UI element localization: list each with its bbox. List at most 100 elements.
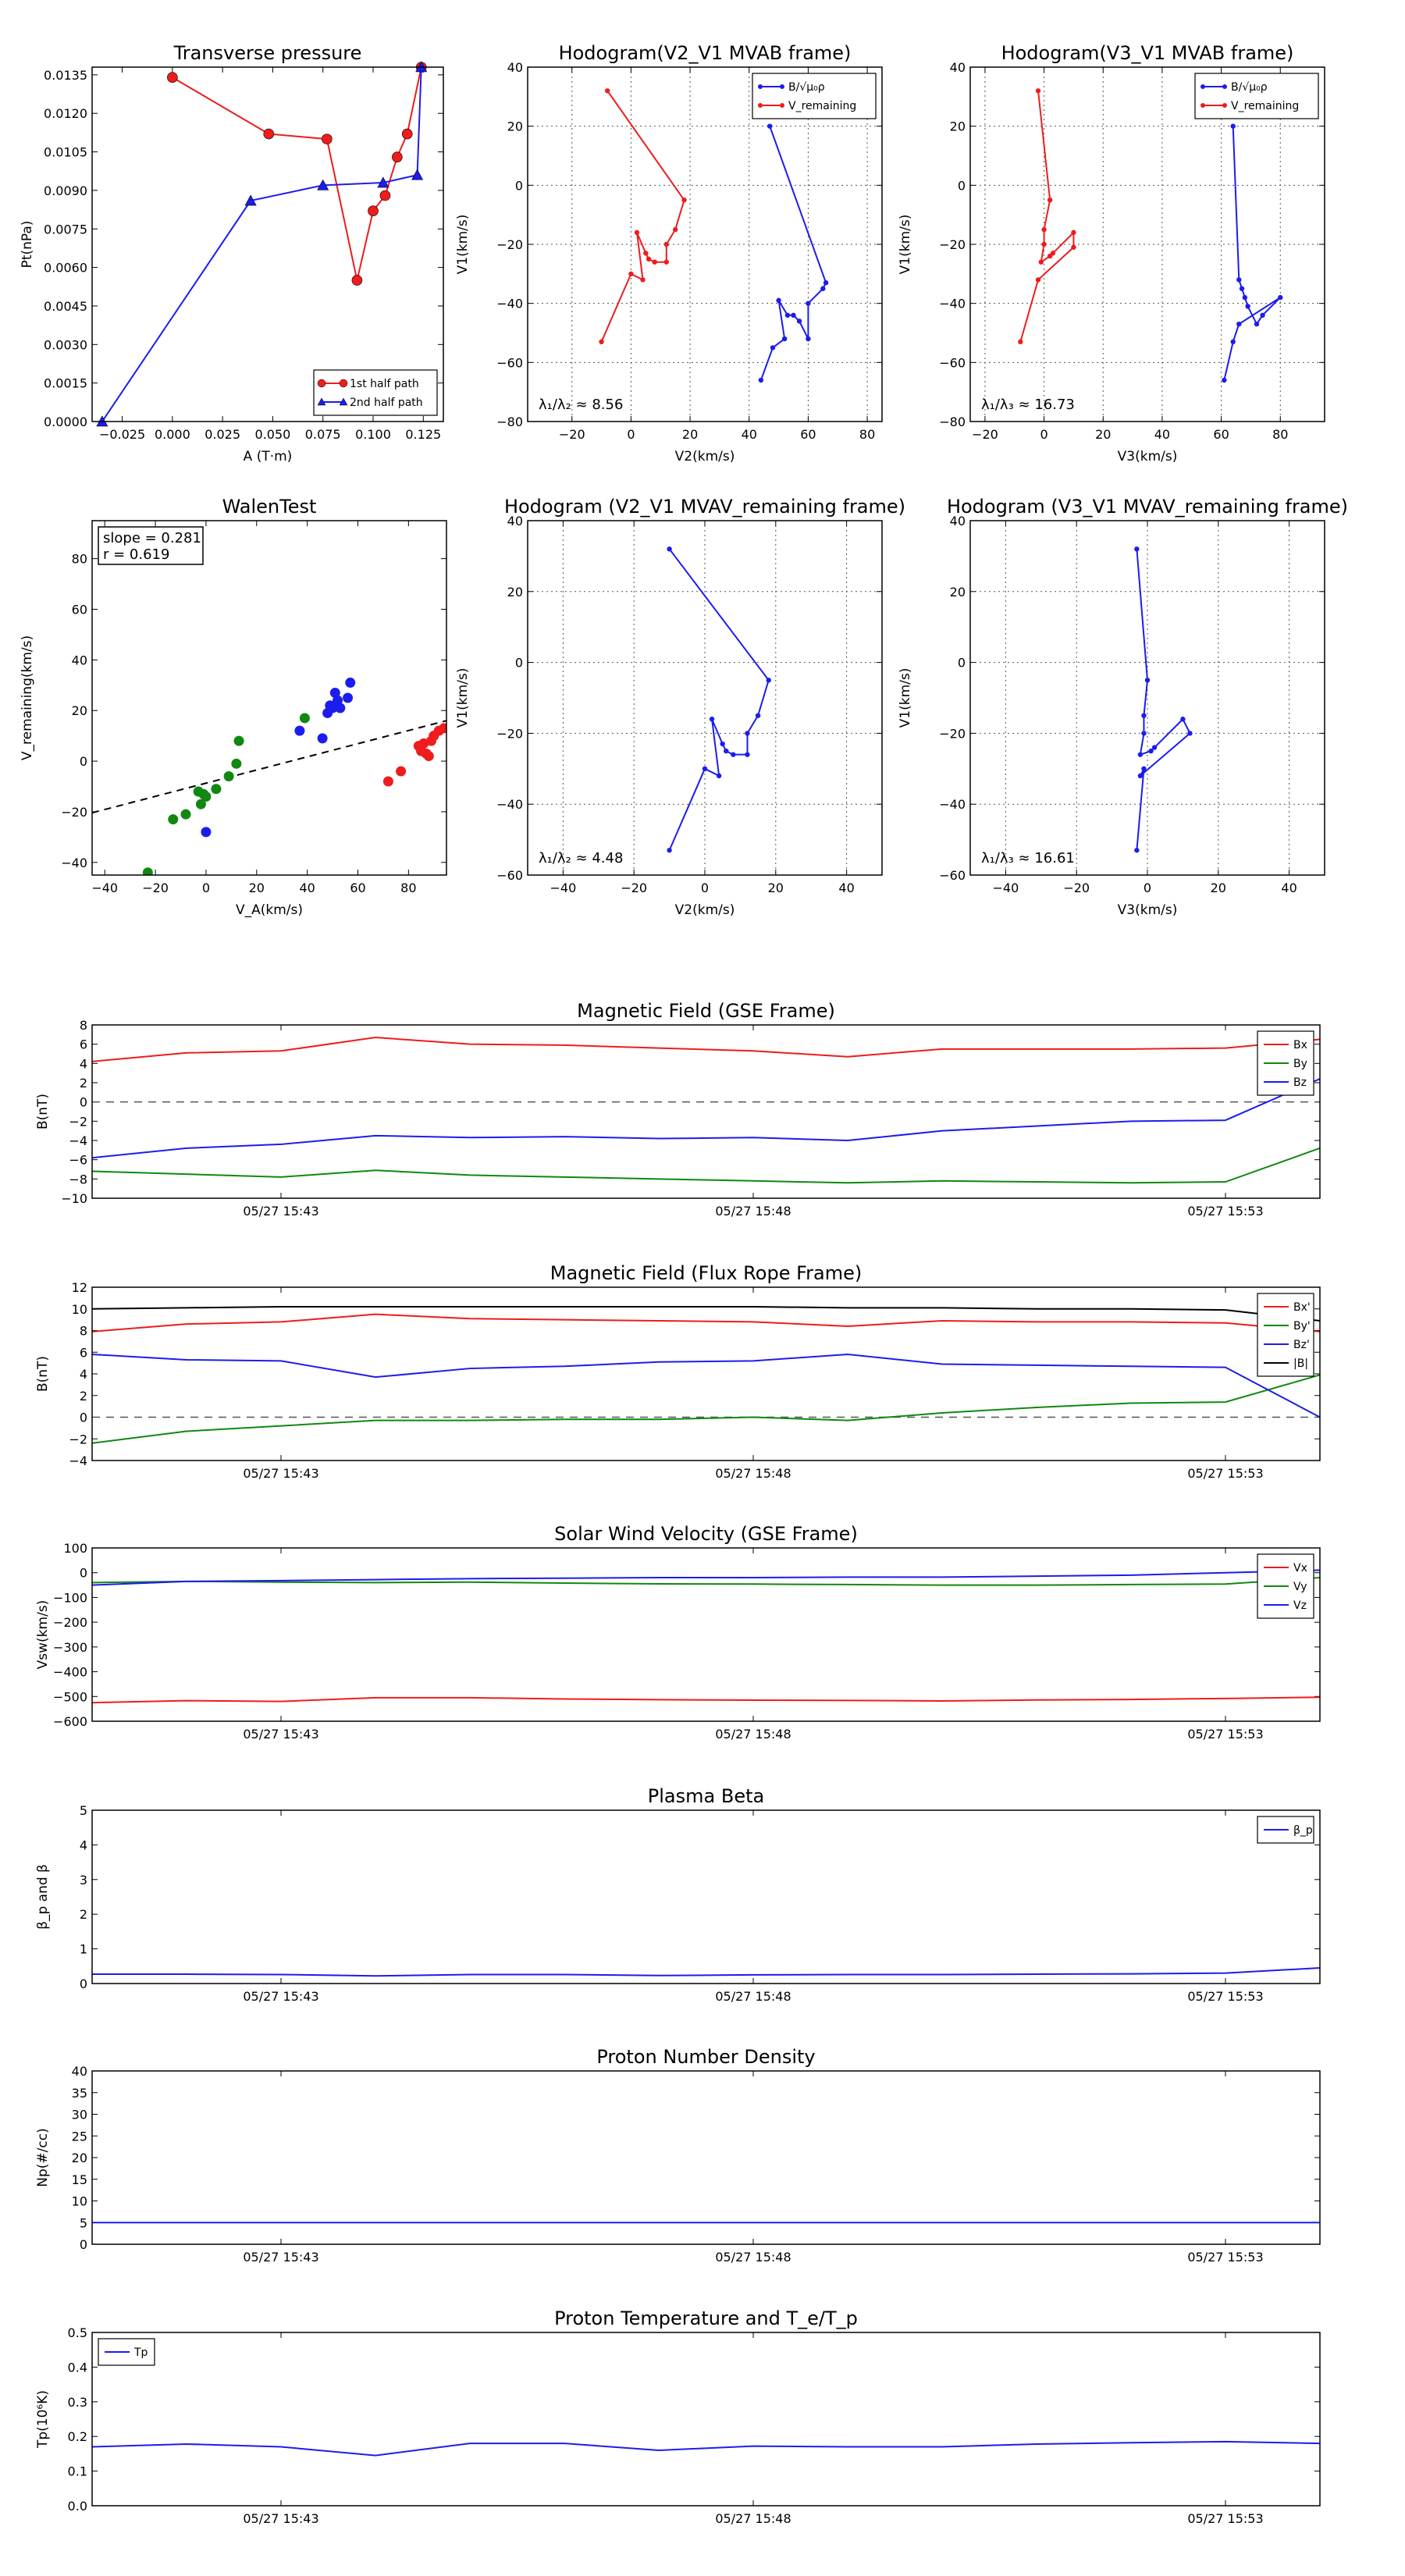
x-tick-label: 05/27 15:48 bbox=[715, 1727, 791, 1742]
magnetic-field-flux-rope-chart: Magnetic Field (Flux Rope Frame) 05/27 15… bbox=[35, 1262, 1321, 1481]
stats-line: r = 0.619 bbox=[103, 546, 169, 563]
data-point bbox=[1148, 748, 1154, 754]
data-point bbox=[294, 725, 305, 736]
x-tick-label: −0.025 bbox=[99, 427, 145, 442]
y-tick-label: 0 bbox=[80, 1976, 87, 1991]
data-point bbox=[1038, 259, 1044, 265]
y-tick-label: −2 bbox=[69, 1432, 87, 1446]
y-tick-label: −8 bbox=[69, 1172, 87, 1187]
legend: B/√μ₀ρ V_remaining bbox=[1194, 73, 1319, 119]
data-point bbox=[211, 784, 222, 795]
y-tick-label: 0.1 bbox=[68, 2464, 87, 2479]
y-tick-label: −40 bbox=[939, 297, 966, 311]
data-point bbox=[1230, 339, 1236, 345]
x-tick-label: 05/27 15:53 bbox=[1187, 2250, 1263, 2265]
legend: 1st half path 2nd half path bbox=[313, 369, 438, 416]
y-tick-label: 1 bbox=[80, 1942, 87, 1957]
legend-label: Bz bbox=[1293, 1076, 1307, 1089]
data-point bbox=[745, 731, 750, 736]
data-point bbox=[1071, 244, 1076, 250]
y-axis-label: Pt(nPa) bbox=[20, 221, 35, 269]
y-tick-label: −80 bbox=[496, 415, 523, 429]
series-line-0 bbox=[92, 2440, 1320, 2457]
x-tick-label: 80 bbox=[859, 427, 875, 442]
y-tick-label: 5 bbox=[80, 2215, 87, 2230]
y-tick-label: −300 bbox=[53, 1640, 87, 1655]
data-point bbox=[1050, 251, 1056, 256]
chart-title: Proton Number Density bbox=[596, 2046, 815, 2068]
plot-area bbox=[92, 1037, 1320, 1184]
data-point bbox=[263, 128, 275, 140]
data-point bbox=[758, 377, 764, 383]
y-tick-label: 25 bbox=[72, 2129, 87, 2144]
legend-label: V_remaining bbox=[1231, 100, 1299, 112]
y-axis-label: β_p and β bbox=[35, 1864, 51, 1930]
y-tick-label: −60 bbox=[939, 868, 966, 883]
plot-area bbox=[101, 67, 422, 422]
data-point bbox=[1035, 277, 1041, 283]
y-tick-label: 0.0000 bbox=[44, 415, 87, 429]
legend-marker bbox=[1222, 84, 1227, 89]
y-tick-label: 35 bbox=[72, 2086, 87, 2101]
walen-test-chart: WalenTest −40 −20 0 20 40 60 80 −40 −20 0 20 40 60 80 V… bbox=[20, 496, 447, 918]
data-point bbox=[820, 286, 826, 291]
plot-frame bbox=[969, 66, 1325, 422]
data-point bbox=[667, 546, 672, 552]
x-tick-label: −20 bbox=[972, 427, 998, 442]
chart-title: Solar Wind Velocity (GSE Frame) bbox=[554, 1523, 858, 1545]
x-tick-label: 20 bbox=[682, 427, 698, 442]
y-tick-label: 40 bbox=[507, 514, 523, 528]
data-point bbox=[1137, 773, 1144, 779]
y-tick-label: 0.3 bbox=[68, 2395, 87, 2410]
series-line-1 bbox=[92, 1147, 1320, 1184]
x-tick-label: 05/27 15:43 bbox=[243, 2250, 318, 2265]
legend-label: B/√μ₀ρ bbox=[1231, 81, 1268, 94]
plot-area bbox=[92, 1569, 1320, 1704]
data-point bbox=[1187, 731, 1193, 736]
x-tick-label: 20 bbox=[249, 881, 265, 895]
data-point bbox=[195, 799, 206, 809]
x-tick-label: 60 bbox=[800, 427, 816, 442]
data-point bbox=[343, 692, 354, 703]
solar-wind-velocity-chart: Solar Wind Velocity (GSE Frame) 05/27 15:… bbox=[35, 1523, 1321, 1742]
y-tick-label: 12 bbox=[72, 1280, 87, 1295]
legend-marker bbox=[339, 397, 348, 406]
legend-marker bbox=[780, 103, 784, 108]
legend-marker bbox=[758, 84, 763, 89]
legend-label: By bbox=[1293, 1058, 1307, 1070]
data-point bbox=[351, 275, 363, 286]
y-tick-label: −60 bbox=[939, 355, 966, 370]
data-point bbox=[709, 717, 715, 722]
data-point bbox=[776, 297, 781, 304]
data-point bbox=[167, 72, 178, 83]
data-point bbox=[1242, 294, 1248, 301]
series-line-1 bbox=[92, 1577, 1320, 1586]
legend: Tp bbox=[98, 2338, 155, 2366]
data-point bbox=[604, 88, 610, 94]
legend: Bx' By' Bz' |B| bbox=[1257, 1293, 1314, 1377]
data-point bbox=[599, 339, 604, 345]
y-tick-label: 0 bbox=[80, 1411, 87, 1425]
y-tick-label: 0.0030 bbox=[44, 337, 87, 352]
x-tick-label: 05/27 15:43 bbox=[243, 1466, 318, 1481]
y-axis-label: V1(km/s) bbox=[455, 668, 471, 728]
data-point bbox=[1018, 339, 1023, 345]
series-line-2 bbox=[92, 1569, 1320, 1586]
legend-marker bbox=[339, 379, 348, 388]
plot-area bbox=[92, 678, 446, 875]
y-tick-label: −20 bbox=[496, 237, 523, 252]
y-axis-label: V1(km/s) bbox=[455, 215, 471, 275]
x-tick-label: 20 bbox=[1211, 881, 1226, 895]
y-tick-label: −600 bbox=[53, 1714, 87, 1729]
data-point bbox=[663, 241, 670, 247]
y-tick-label: 0 bbox=[958, 656, 966, 671]
y-axis-label: B(nT) bbox=[35, 1356, 51, 1392]
data-point bbox=[731, 752, 736, 757]
plot-frame bbox=[969, 520, 1325, 876]
data-point bbox=[1141, 731, 1147, 736]
data-point bbox=[201, 827, 212, 838]
legend-marker bbox=[758, 103, 763, 108]
series-line-0 bbox=[92, 1967, 1320, 1977]
x-tick-label: 0.100 bbox=[355, 427, 391, 442]
y-tick-label: 60 bbox=[72, 603, 87, 617]
